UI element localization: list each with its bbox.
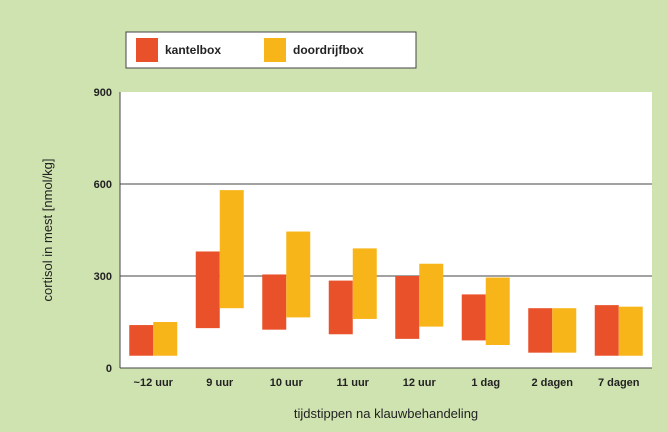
bar-doordrijfbox-1	[153, 322, 178, 356]
y-axis-title: cortisol in mest [nmol/kg]	[40, 158, 55, 301]
legend-label-kantelbox: kantelbox	[165, 43, 221, 57]
x-tick-label: 12 uur	[403, 377, 437, 389]
bar-kantelbox-2	[195, 251, 220, 329]
bar-kantelbox-1	[129, 325, 154, 356]
bar-doordrijfbox-3	[286, 231, 311, 318]
legend-swatch-doordrijfbox	[264, 38, 286, 62]
bar-kantelbox-8	[594, 305, 619, 356]
legend-label-doordrijfbox: doordrijfbox	[293, 43, 364, 57]
x-tick-label: 11 uur	[337, 377, 370, 389]
bar-kantelbox-4	[328, 280, 353, 335]
x-axis-title: tijdstippen na klauwbehandeling	[294, 406, 478, 421]
bar-kantelbox-5	[395, 276, 420, 339]
bar-kantelbox-7	[528, 308, 553, 353]
bar-doordrijfbox-7	[552, 308, 577, 353]
legend: kantelbox doordrijfbox	[125, 31, 417, 69]
y-tick-labels: 0 300 600 900	[94, 87, 112, 375]
bars	[129, 190, 643, 356]
y-tick-label: 900	[94, 87, 112, 99]
bar-doordrijfbox-2	[219, 190, 244, 309]
bar-kantelbox-3	[262, 274, 287, 330]
bar-kantelbox-6	[461, 294, 486, 341]
x-tick-label: 7 dagen	[598, 377, 640, 389]
bar-doordrijfbox-5	[419, 263, 444, 327]
x-tick-label: ~12 uur	[134, 377, 174, 389]
x-tick-label: 2 dagen	[531, 377, 573, 389]
legend-swatch-kantelbox	[136, 38, 158, 62]
bar-doordrijfbox-8	[618, 306, 643, 356]
y-tick-label: 300	[94, 271, 112, 283]
x-tick-label: 1 dag	[471, 377, 500, 389]
y-tick-label: 0	[106, 363, 112, 375]
bar-doordrijfbox-4	[352, 248, 377, 319]
bar-doordrijfbox-6	[485, 277, 510, 345]
x-tick-label: 9 uur	[206, 377, 234, 389]
x-tick-label: 10 uur	[270, 377, 304, 389]
x-tick-labels: ~12 uur 9 uur 10 uur 11 uur 12 uur 1 dag 2 dag…	[134, 377, 640, 389]
y-tick-label: 600	[94, 179, 112, 191]
